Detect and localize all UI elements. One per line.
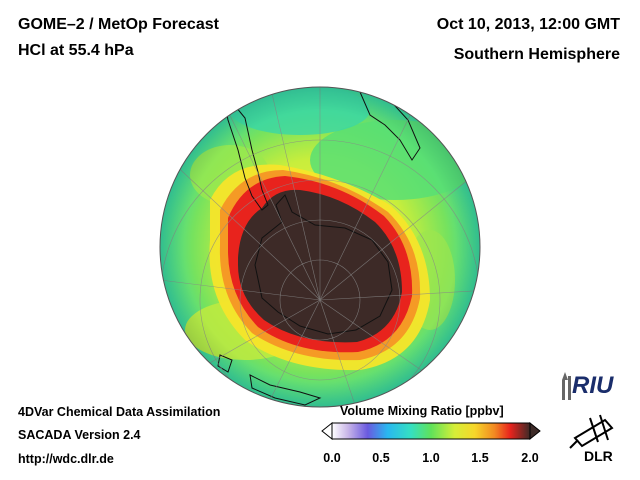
colorbar-tick: 1.0 <box>422 451 440 465</box>
footer-line-2: SACADA Version 2.4 <box>18 428 141 442</box>
colorbar-tick: 2.0 <box>521 451 539 465</box>
colorbar-title: Volume Mixing Ratio [ppbv] <box>340 404 504 418</box>
riu-logo-text: RIU <box>572 372 614 399</box>
title-line-1: GOME–2 / MetOp Forecast <box>18 16 219 33</box>
dlr-logo-text: DLR <box>584 448 613 464</box>
colorbar <box>321 421 541 441</box>
footer-line-1: 4DVar Chemical Data Assimilation <box>18 405 221 419</box>
colorbar-tick: 1.5 <box>471 451 489 465</box>
forecast-date: Oct 10, 2013, 12:00 GMT <box>436 16 620 33</box>
dlr-logo <box>569 414 614 449</box>
title-line-2: HCl at 55.4 hPa <box>18 42 134 59</box>
riu-logo <box>562 372 571 400</box>
footer-link[interactable]: http://wdc.dlr.de <box>18 452 114 466</box>
colorbar-tick: 0.5 <box>372 451 390 465</box>
region-label: Southern Hemisphere <box>453 46 620 63</box>
colorbar-tick: 0.0 <box>323 451 341 465</box>
